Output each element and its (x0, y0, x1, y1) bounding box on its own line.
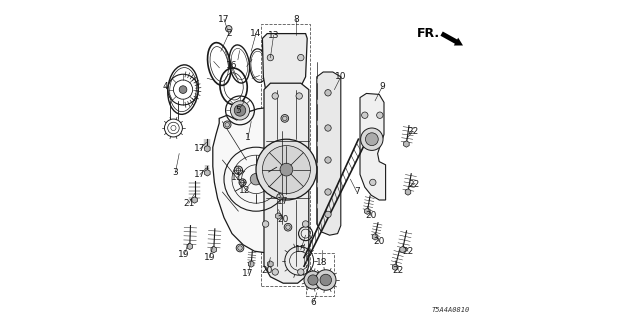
Text: 14: 14 (250, 29, 262, 38)
Polygon shape (400, 246, 405, 253)
Circle shape (281, 115, 289, 122)
Circle shape (234, 105, 246, 116)
Bar (306, 253, 335, 296)
Polygon shape (192, 197, 197, 203)
Polygon shape (317, 72, 340, 235)
Circle shape (325, 90, 332, 96)
Circle shape (298, 269, 304, 275)
Circle shape (272, 269, 278, 275)
Circle shape (272, 93, 278, 99)
Text: 20: 20 (278, 215, 289, 224)
Polygon shape (212, 107, 290, 253)
Circle shape (280, 163, 292, 176)
Text: 17: 17 (243, 269, 253, 278)
Circle shape (325, 125, 332, 131)
Circle shape (262, 221, 269, 227)
Polygon shape (264, 83, 309, 283)
Circle shape (361, 128, 383, 150)
Circle shape (234, 166, 243, 174)
Circle shape (284, 223, 292, 231)
Circle shape (277, 194, 283, 200)
Circle shape (236, 244, 244, 252)
Circle shape (226, 26, 232, 32)
Circle shape (308, 275, 318, 285)
Text: 6: 6 (311, 298, 316, 307)
Text: 20: 20 (262, 266, 273, 275)
Text: 10: 10 (335, 72, 346, 81)
Circle shape (325, 157, 332, 163)
Polygon shape (404, 141, 409, 147)
Text: 8: 8 (293, 15, 299, 24)
Circle shape (320, 274, 332, 286)
Text: 22: 22 (403, 247, 413, 256)
Text: 17: 17 (195, 170, 205, 179)
Circle shape (239, 179, 246, 186)
FancyArrow shape (440, 31, 463, 45)
Polygon shape (248, 261, 254, 267)
Text: 3: 3 (173, 168, 178, 177)
Text: 7: 7 (354, 188, 360, 196)
Circle shape (179, 86, 187, 93)
Circle shape (316, 270, 336, 290)
Circle shape (262, 146, 310, 194)
Text: 22: 22 (393, 266, 404, 275)
Text: 20: 20 (374, 237, 385, 246)
Circle shape (325, 189, 332, 195)
Polygon shape (262, 34, 307, 96)
Polygon shape (187, 243, 193, 250)
Circle shape (370, 179, 376, 186)
Polygon shape (392, 264, 398, 270)
Text: 5: 5 (236, 106, 241, 115)
Text: T5A4A0810: T5A4A0810 (431, 307, 470, 313)
Text: 21: 21 (183, 199, 195, 208)
Circle shape (230, 101, 250, 120)
Circle shape (365, 133, 378, 146)
Text: 20: 20 (365, 212, 377, 220)
Text: 17: 17 (195, 144, 205, 153)
Text: 11: 11 (231, 173, 243, 182)
Text: 19: 19 (179, 250, 189, 259)
Bar (261, 24, 310, 286)
Text: FR.: FR. (417, 27, 440, 40)
Circle shape (325, 211, 332, 218)
Text: 9: 9 (380, 82, 385, 91)
Circle shape (250, 173, 262, 185)
Circle shape (362, 112, 368, 118)
Text: 16: 16 (227, 61, 237, 70)
Text: 17: 17 (218, 15, 230, 24)
Text: 15: 15 (295, 245, 307, 254)
Text: 17: 17 (278, 197, 289, 206)
Polygon shape (268, 261, 273, 267)
Circle shape (377, 112, 383, 118)
Circle shape (223, 121, 231, 129)
Polygon shape (211, 246, 216, 253)
Circle shape (296, 93, 302, 99)
Text: 12: 12 (239, 186, 250, 195)
Text: 13: 13 (268, 31, 279, 40)
Polygon shape (365, 208, 370, 214)
Text: 19: 19 (204, 253, 215, 262)
Polygon shape (405, 189, 411, 195)
Polygon shape (205, 170, 210, 176)
Text: 2: 2 (226, 29, 232, 38)
Text: 1: 1 (245, 133, 251, 142)
Circle shape (298, 54, 304, 61)
Text: 4: 4 (163, 82, 168, 91)
Text: 22: 22 (409, 180, 420, 188)
Circle shape (304, 271, 322, 289)
Text: 22: 22 (407, 127, 419, 136)
Text: 18: 18 (316, 258, 327, 267)
Circle shape (303, 221, 309, 227)
Polygon shape (360, 93, 385, 200)
Circle shape (256, 139, 317, 200)
Polygon shape (205, 146, 210, 152)
Polygon shape (276, 213, 281, 219)
Polygon shape (372, 234, 378, 240)
Circle shape (268, 54, 274, 61)
